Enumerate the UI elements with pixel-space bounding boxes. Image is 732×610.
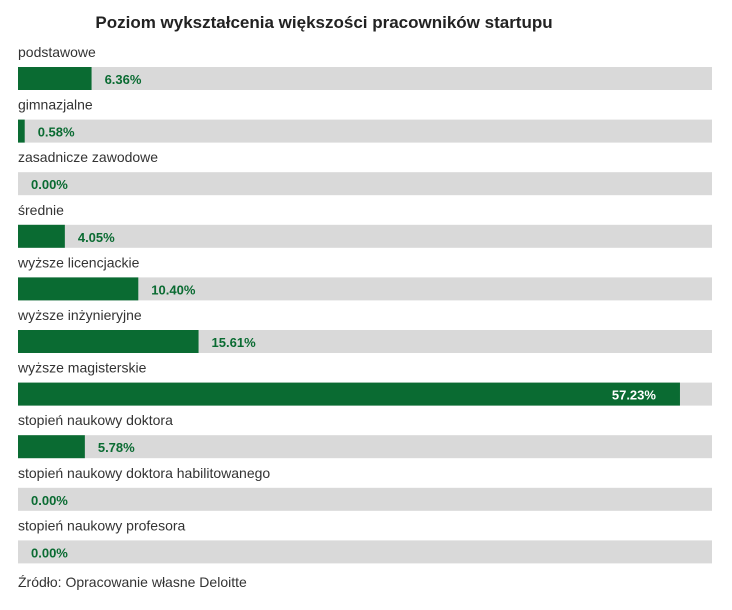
value-label: 4.05%: [78, 230, 115, 245]
bar-track: [18, 224, 712, 248]
bar-track: [18, 487, 712, 511]
bar-track: [18, 435, 712, 459]
value-label: 15.61%: [212, 335, 257, 350]
bar: [18, 277, 139, 301]
value-label: 0.58%: [38, 125, 75, 140]
value-label: 57.23%: [612, 388, 657, 403]
value-label: 5.78%: [98, 440, 135, 455]
category-label: wyższe licencjackie: [17, 254, 140, 270]
bar-track: [18, 172, 712, 196]
category-label: stopień naukowy profesora: [18, 517, 186, 533]
value-label: 0.00%: [31, 177, 68, 192]
bar-track: [18, 67, 712, 90]
bar-track: [18, 277, 712, 301]
category-label: średnie: [18, 202, 64, 218]
chart-source: Źródło: Opracowanie własne Deloitte: [18, 574, 247, 590]
category-label: podstawowe: [18, 44, 96, 60]
chart-title: Poziom wykształcenia większości pracowni…: [95, 13, 552, 32]
category-label: zasadnicze zawodowe: [18, 149, 158, 165]
bar: [18, 330, 199, 353]
bars-group: podstawowe 6.36% gimnazjalne 0.58% zasadnicz…: [17, 44, 712, 564]
value-label: 0.00%: [31, 493, 68, 508]
value-label: 10.40%: [151, 282, 196, 297]
category-label: stopień naukowy doktora: [18, 412, 173, 428]
category-label: gimnazjalne: [18, 97, 93, 113]
bar-track: [18, 119, 712, 143]
bar: [18, 119, 25, 143]
value-label: 6.36%: [105, 72, 142, 87]
category-label: wyższe magisterskie: [17, 360, 147, 376]
category-label: wyższe inżynieryjne: [17, 307, 142, 323]
bar: [18, 435, 85, 459]
category-label: stopień naukowy doktora habilitowanego: [18, 465, 270, 481]
value-label: 0.00%: [31, 545, 68, 560]
bar: [18, 382, 680, 406]
bar-track: [18, 540, 712, 564]
bar: [18, 67, 92, 90]
bar: [18, 224, 65, 248]
